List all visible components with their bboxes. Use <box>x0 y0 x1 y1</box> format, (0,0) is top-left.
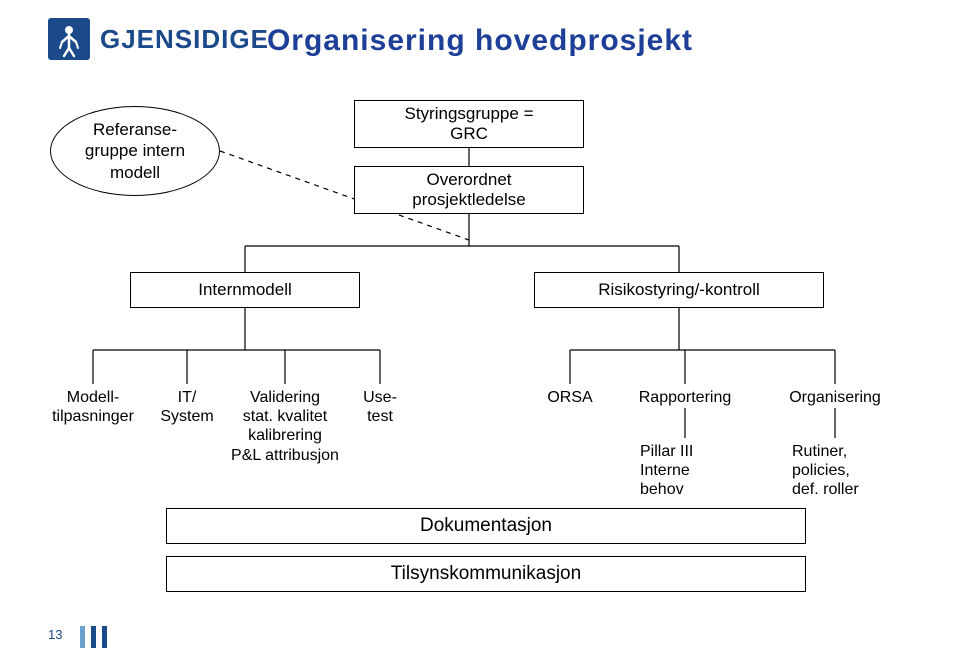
leaf-modell: Modell- tilpasninger <box>40 388 146 426</box>
footer-bars-icon <box>80 626 107 648</box>
node-pm-label: Overordnet prosjektledelse <box>412 170 525 211</box>
node-dokumentasjon: Dokumentasjon <box>166 508 806 544</box>
node-risk-label: Risikostyring/-kontroll <box>598 280 760 300</box>
node-internmodell-label: Internmodell <box>198 280 292 300</box>
leaf-organisering: Organisering <box>780 388 890 407</box>
leaf-rutiner: Rutiner, policies, def. roller <box>792 442 882 500</box>
leaf-rapportering: Rapportering <box>630 388 740 407</box>
page-number: 13 <box>48 627 62 642</box>
leaf-usetest: Use- test <box>355 388 405 426</box>
node-steering-label: Styringsgruppe = GRC <box>405 104 534 145</box>
node-reference-label: Referanse- gruppe intern modell <box>85 119 185 183</box>
node-internmodell: Internmodell <box>130 272 360 308</box>
node-reference-group: Referanse- gruppe intern modell <box>50 106 220 196</box>
leaf-orsa: ORSA <box>540 388 600 407</box>
node-tilsyn: Tilsynskommunikasjon <box>166 556 806 592</box>
node-steering: Styringsgruppe = GRC <box>354 100 584 148</box>
leaf-validering: Validering stat. kvalitet kalibrering P&… <box>222 388 348 465</box>
node-risk: Risikostyring/-kontroll <box>534 272 824 308</box>
leaf-it: IT/ System <box>155 388 219 426</box>
slide: GJENSIDIGE Organisering hovedprosjekt <box>0 0 960 666</box>
node-pm: Overordnet prosjektledelse <box>354 166 584 214</box>
leaf-pillar: Pillar III Interne behov <box>640 442 730 500</box>
page-title: Organisering hovedprosjekt <box>0 24 960 58</box>
